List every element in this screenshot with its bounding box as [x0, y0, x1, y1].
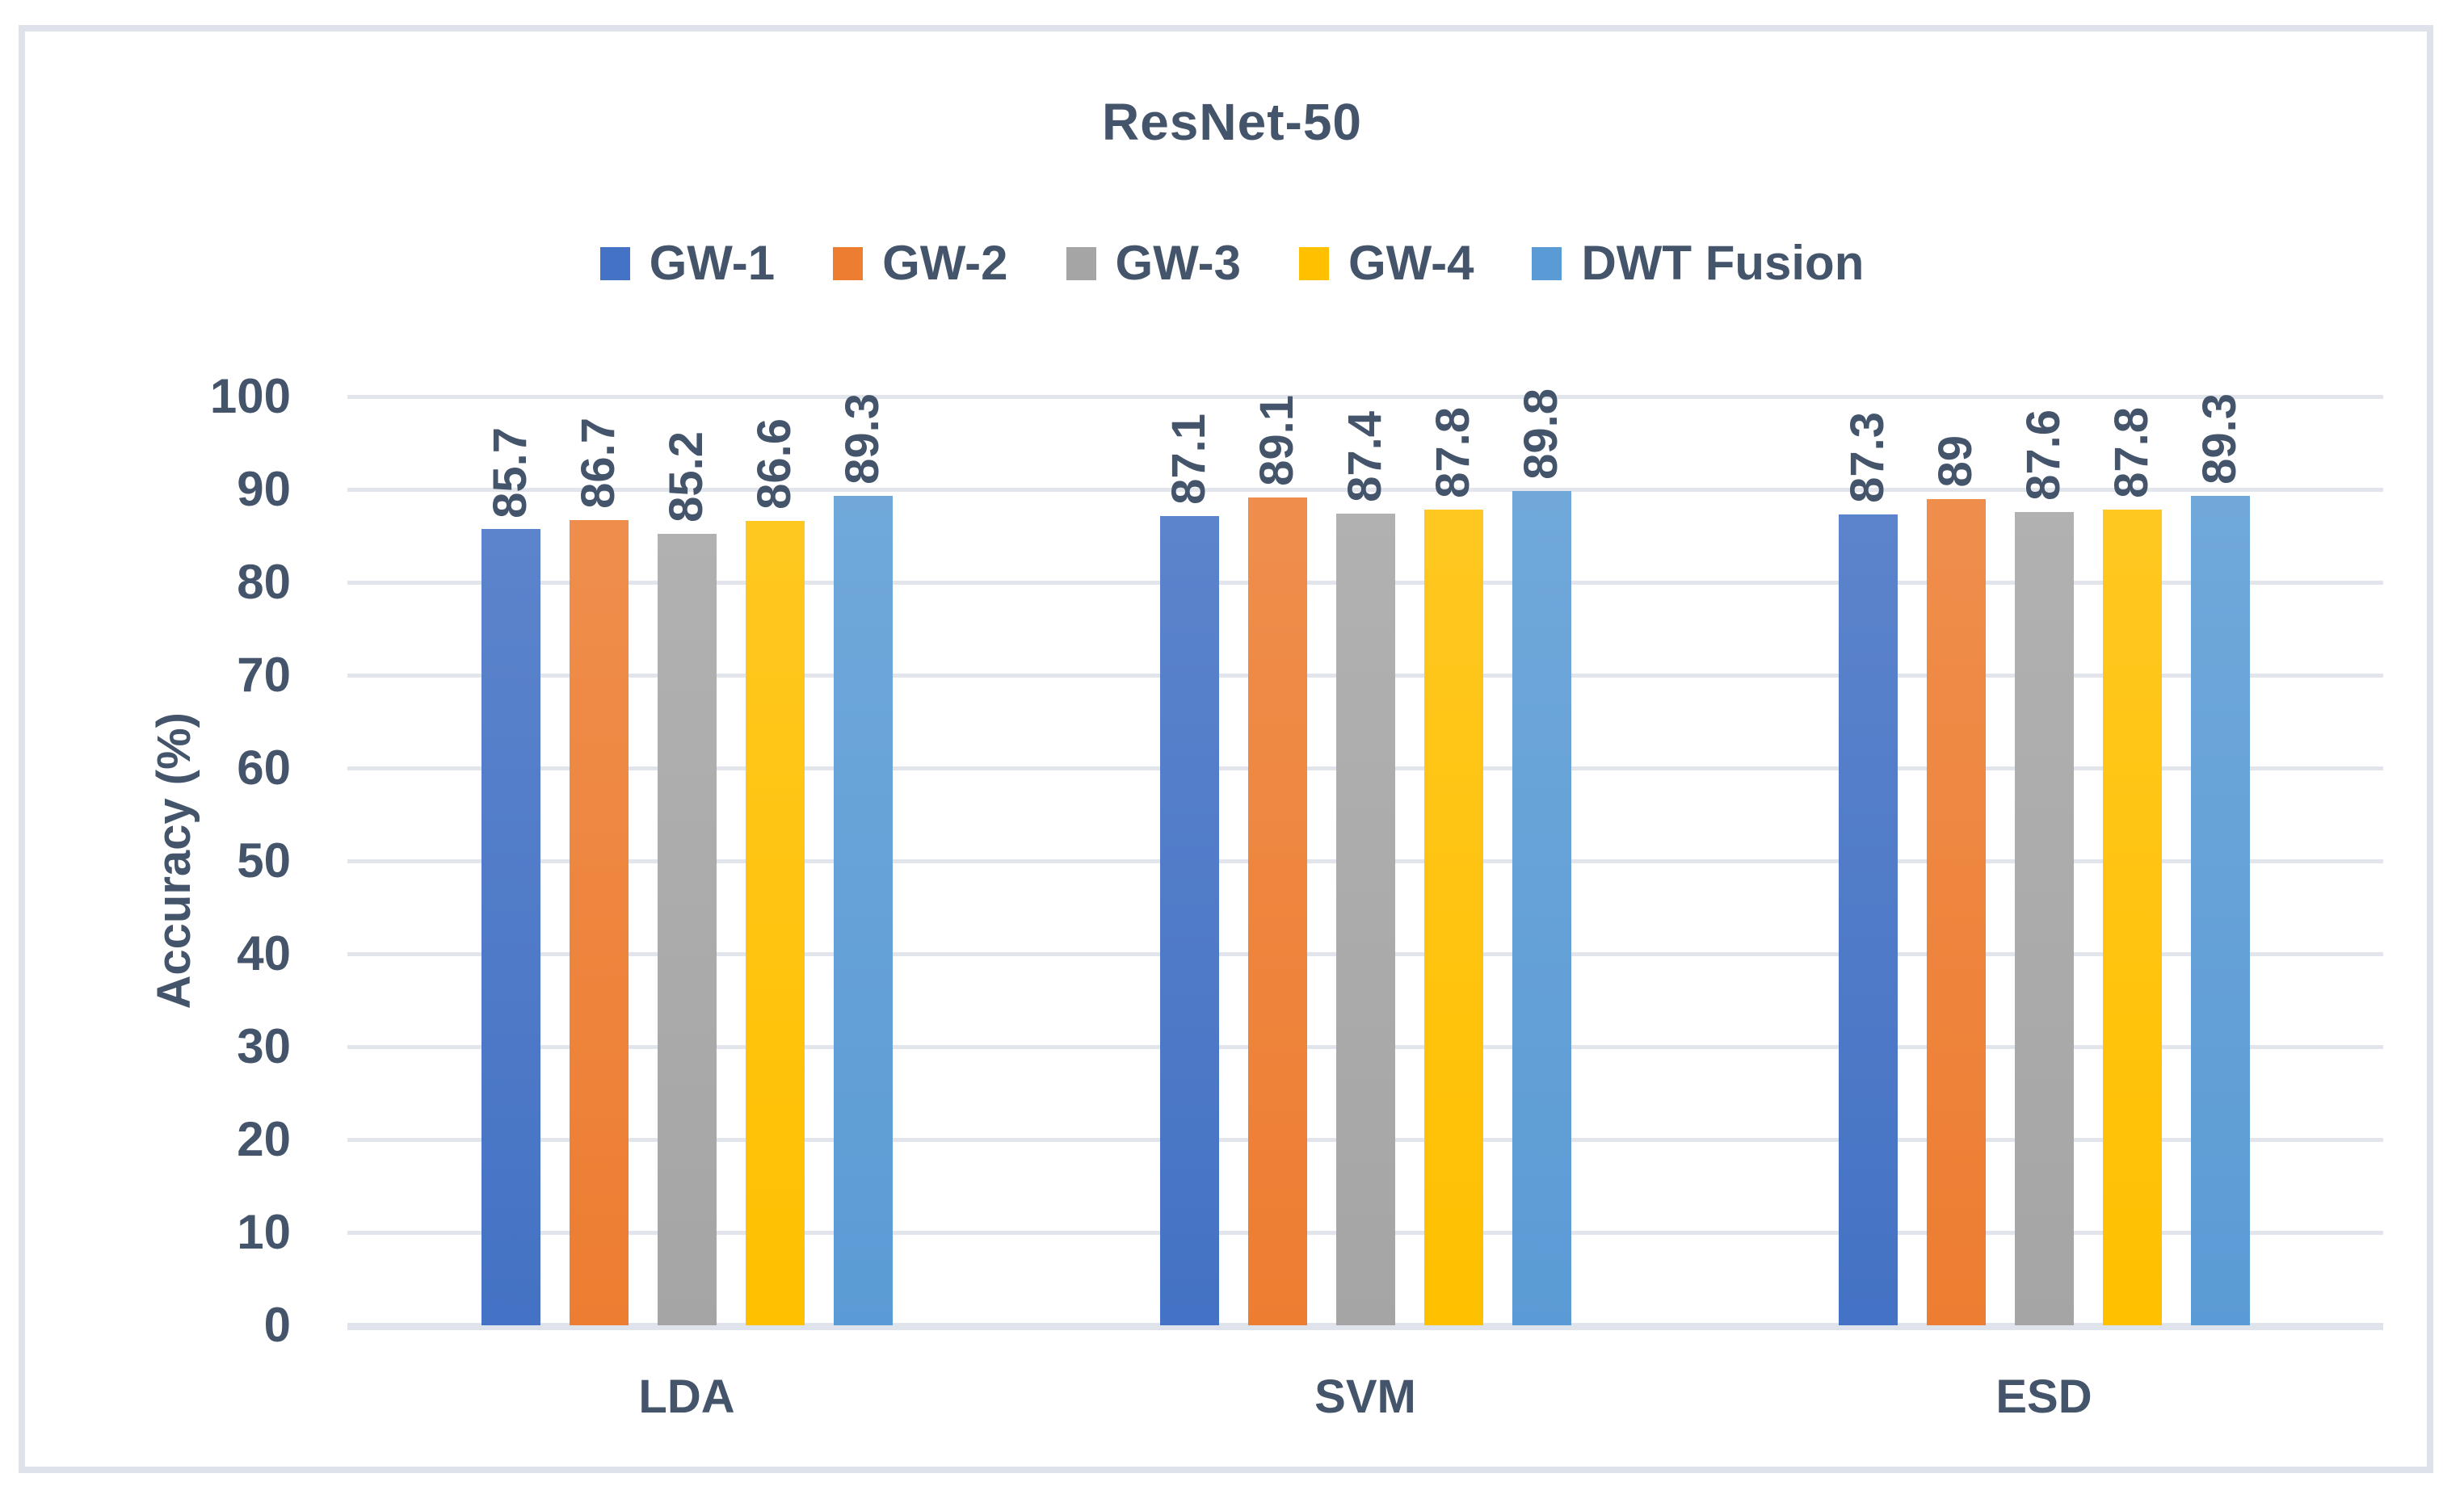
- bar-value-label: 85.7: [465, 359, 557, 518]
- y-tick-label: 10: [237, 1205, 291, 1259]
- bar-value-label: 89.3: [2175, 326, 2266, 485]
- y-tick-label: 40: [237, 926, 291, 980]
- legend-marker: [833, 246, 864, 280]
- chart-title: ResNet-50: [1101, 93, 1363, 151]
- bar-value-text: 87.3: [1841, 412, 1894, 504]
- gridline: [347, 488, 2383, 492]
- bar-gw-1-lda: [481, 529, 540, 1325]
- legend-item-gw-2: GW-2: [833, 236, 1008, 290]
- bar-value-label: 87.6: [1999, 342, 2090, 501]
- bar-value-text: 85.2: [660, 431, 713, 523]
- bar-value-label: 89.8: [1496, 321, 1587, 480]
- bar-value-text: 89.3: [836, 393, 889, 485]
- bar-value-text: 86.7: [572, 418, 624, 509]
- bar-value-text: 86.6: [748, 418, 801, 510]
- bar-gw-1-svm: [1159, 516, 1219, 1325]
- bar-value-label: 87.8: [1408, 340, 1499, 498]
- bar-value-text: 89.3: [2193, 393, 2246, 485]
- bar-gw-3-svm: [1335, 513, 1395, 1325]
- legend-label: GW-4: [1348, 236, 1474, 290]
- y-tick-label: 0: [263, 1298, 291, 1352]
- bar-value-text: 85.7: [484, 426, 536, 518]
- bar-value-text: 87.8: [1427, 407, 1479, 499]
- bar-value-label: 86.7: [553, 351, 645, 509]
- legend-marker: [1066, 246, 1096, 280]
- bar-value-label: 87.4: [1320, 344, 1411, 502]
- bar-gw-4-svm: [1423, 510, 1483, 1325]
- bar-gw-2-esd: [1926, 498, 1986, 1325]
- legend-label: DWT Fusion: [1581, 236, 1865, 290]
- legend-item-gw-4: GW-4: [1298, 236, 1474, 290]
- y-tick-label: 80: [237, 555, 291, 609]
- legend-item-gw-1: GW-1: [599, 236, 776, 290]
- legend-marker: [1532, 246, 1562, 280]
- bar-value-label: 89: [1911, 330, 2002, 488]
- gridline: [347, 395, 2383, 399]
- bar-value-text: 87.8: [2105, 407, 2158, 499]
- bar-value-label: 87.3: [1823, 345, 1914, 503]
- y-tick-label: 50: [237, 833, 291, 888]
- x-category-label: ESD: [1995, 1371, 2092, 1423]
- bar-value-label: 85.2: [641, 364, 733, 523]
- legend-label: GW-1: [649, 236, 776, 290]
- bar-dwt-fusion-esd: [2190, 496, 2250, 1325]
- bar-gw-4-esd: [2102, 510, 2162, 1325]
- legend-marker: [1298, 246, 1329, 280]
- legend-marker: [599, 246, 630, 280]
- bar-value-label: 87.1: [1144, 346, 1235, 505]
- bar-value-label: 86.6: [730, 351, 821, 510]
- x-axis-line: [347, 1323, 2383, 1330]
- bar-dwt-fusion-lda: [833, 496, 893, 1325]
- y-tick-label: 90: [237, 462, 291, 516]
- legend: GW-1 GW-2 GW-3 GW-4 DWT Fusion: [0, 239, 2464, 288]
- x-category-label: SVM: [1314, 1371, 1416, 1423]
- y-tick-label: 70: [237, 648, 291, 702]
- bar-gw-2-lda: [569, 519, 629, 1325]
- bar-gw-4-lda: [745, 521, 805, 1325]
- bar-gw-2-svm: [1247, 497, 1307, 1325]
- y-tick-label: 100: [209, 369, 291, 423]
- bar-value-text: 87.4: [1339, 411, 1391, 502]
- bar-value-label: 89.3: [818, 326, 909, 485]
- bar-value-text: 87.6: [2017, 409, 2070, 501]
- y-tick-label: 20: [237, 1112, 291, 1166]
- bar-value-label: 89.1: [1232, 328, 1323, 486]
- legend-label: GW-2: [882, 236, 1008, 290]
- legend-item-dwt-fusion: DWT Fusion: [1532, 239, 1864, 288]
- bar-value-text: 89: [1929, 434, 1982, 488]
- bar-gw-1-esd: [1838, 514, 1898, 1325]
- bar-gw-3-esd: [2014, 511, 2074, 1325]
- bar-gw-3-lda: [657, 534, 717, 1325]
- y-tick-label: 60: [237, 741, 291, 795]
- y-tick-label: 30: [237, 1019, 291, 1073]
- x-category-label: LDA: [638, 1371, 735, 1423]
- bar-value-label: 87.8: [2087, 340, 2178, 498]
- bar-value-text: 89.1: [1251, 395, 1303, 487]
- legend-item-gw-3: GW-3: [1066, 239, 1241, 288]
- legend-label: GW-3: [1115, 236, 1241, 290]
- bar-value-text: 87.1: [1163, 413, 1215, 506]
- bar-dwt-fusion-svm: [1512, 491, 1571, 1325]
- bar-value-text: 89.8: [1515, 388, 1567, 481]
